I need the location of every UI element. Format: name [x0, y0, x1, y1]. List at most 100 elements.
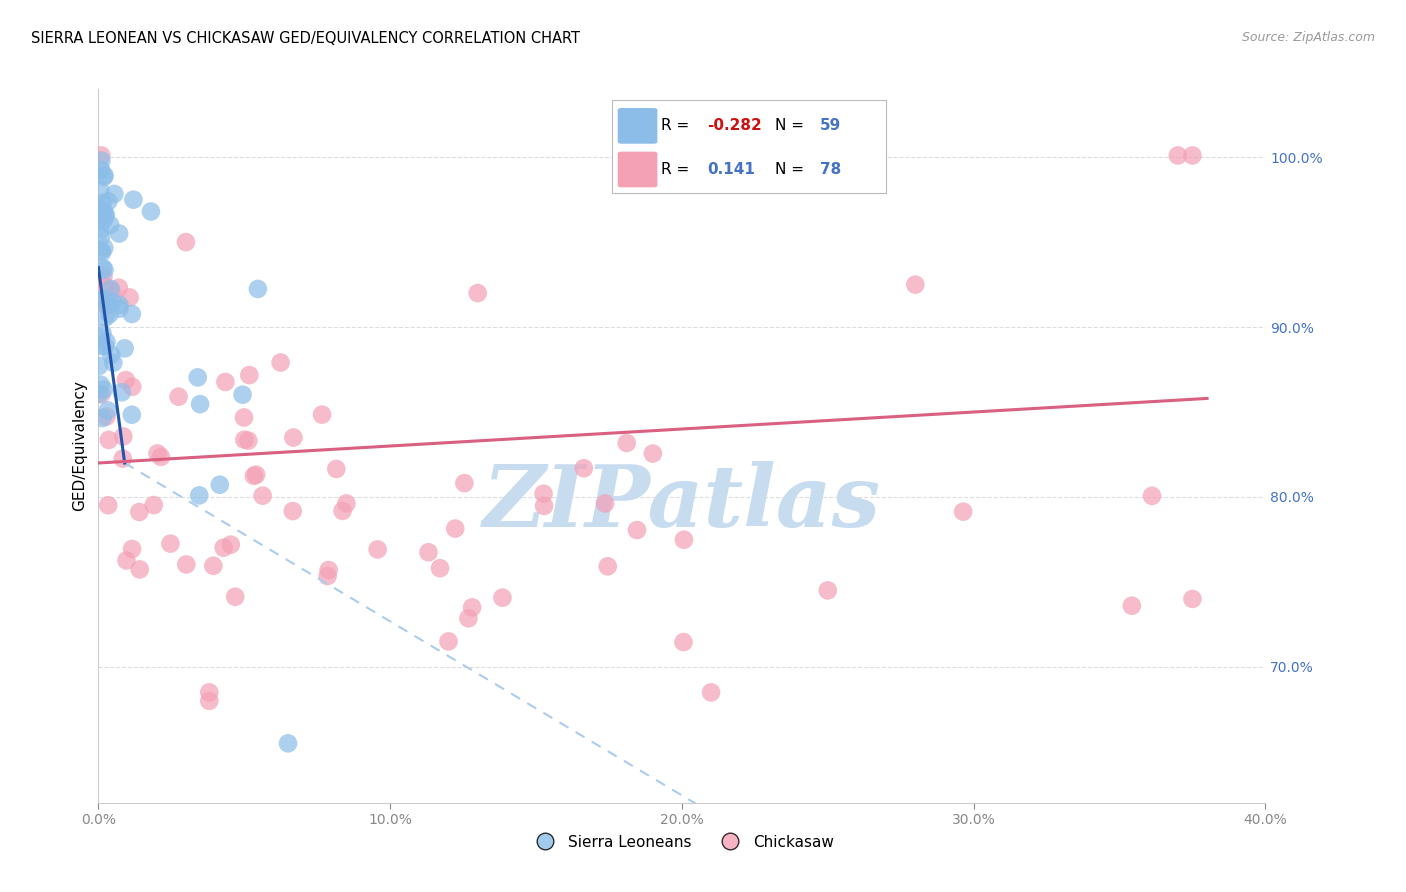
Chickasaw — [90, 148, 112, 162]
Chickasaw — [142, 498, 165, 512]
Sierra Leoneans — [97, 403, 120, 417]
Text: -0.282: -0.282 — [707, 119, 762, 134]
Sierra Leoneans — [89, 184, 111, 198]
Chickasaw — [93, 269, 115, 284]
Chickasaw — [325, 462, 347, 476]
Chickasaw — [1167, 148, 1189, 162]
Y-axis label: GED/Equivalency: GED/Equivalency — [72, 381, 87, 511]
Chickasaw — [174, 558, 197, 572]
Chickasaw — [202, 558, 225, 573]
Chickasaw — [641, 446, 664, 460]
Sierra Leoneans — [90, 229, 112, 244]
Text: Source: ZipAtlas.com: Source: ZipAtlas.com — [1241, 31, 1375, 45]
Sierra Leoneans — [87, 359, 110, 373]
Sierra Leoneans — [111, 385, 134, 400]
Chickasaw — [212, 541, 235, 555]
Chickasaw — [90, 296, 112, 310]
Sierra Leoneans — [97, 194, 120, 209]
Chickasaw — [283, 431, 305, 445]
Chickasaw — [461, 600, 484, 615]
Chickasaw — [121, 541, 143, 556]
Chickasaw — [101, 285, 124, 299]
Sierra Leoneans — [87, 330, 110, 344]
Sierra Leoneans — [91, 326, 114, 340]
Text: R =: R = — [661, 162, 695, 177]
Sierra Leoneans — [208, 477, 231, 491]
Sierra Leoneans — [97, 298, 120, 312]
Chickasaw — [94, 279, 117, 293]
Sierra Leoneans — [93, 213, 115, 227]
Chickasaw — [453, 476, 475, 491]
Chickasaw — [817, 583, 839, 598]
Chickasaw — [672, 533, 695, 547]
Sierra Leoneans — [187, 370, 209, 384]
Chickasaw — [90, 387, 112, 401]
Chickasaw — [1181, 148, 1204, 162]
Chickasaw — [491, 591, 513, 605]
Sierra Leoneans — [94, 310, 117, 325]
Chickasaw — [572, 461, 595, 475]
Chickasaw — [198, 685, 221, 699]
Sierra Leoneans — [93, 241, 115, 255]
Sierra Leoneans — [90, 294, 112, 309]
Chickasaw — [146, 446, 169, 460]
Chickasaw — [593, 496, 616, 510]
Chickasaw — [318, 563, 340, 577]
Chickasaw — [97, 498, 120, 512]
Text: 78: 78 — [820, 162, 841, 177]
Sierra Leoneans — [121, 408, 143, 422]
Chickasaw — [332, 504, 354, 518]
Sierra Leoneans — [108, 227, 131, 241]
Text: 59: 59 — [820, 119, 841, 134]
Chickasaw — [533, 486, 555, 500]
Sierra Leoneans — [93, 169, 115, 184]
Chickasaw — [149, 450, 172, 464]
Chickasaw — [904, 277, 927, 292]
Chickasaw — [112, 429, 135, 443]
Sierra Leoneans — [139, 204, 162, 219]
Sierra Leoneans — [108, 298, 131, 312]
Chickasaw — [115, 553, 138, 567]
Sierra Leoneans — [91, 260, 114, 275]
Chickasaw — [533, 499, 555, 513]
Chickasaw — [111, 451, 134, 466]
Chickasaw — [97, 433, 120, 447]
Sierra Leoneans — [87, 386, 110, 401]
Text: SIERRA LEONEAN VS CHICKASAW GED/EQUIVALENCY CORRELATION CHART: SIERRA LEONEAN VS CHICKASAW GED/EQUIVALE… — [31, 31, 579, 46]
Chickasaw — [281, 504, 304, 518]
Chickasaw — [214, 375, 236, 389]
Sierra Leoneans — [93, 203, 115, 218]
Sierra Leoneans — [188, 488, 211, 502]
Chickasaw — [270, 355, 292, 369]
Sierra Leoneans — [232, 387, 254, 401]
Chickasaw — [118, 290, 141, 304]
Sierra Leoneans — [90, 339, 112, 353]
Chickasaw — [219, 538, 242, 552]
Sierra Leoneans — [89, 202, 111, 216]
Chickasaw — [233, 433, 256, 447]
Chickasaw — [596, 559, 619, 574]
Chickasaw — [437, 634, 460, 648]
Sierra Leoneans — [100, 348, 122, 362]
Chickasaw — [128, 562, 150, 576]
Chickasaw — [1181, 591, 1204, 606]
Sierra Leoneans — [121, 307, 143, 321]
Sierra Leoneans — [93, 292, 115, 306]
Legend: Sierra Leoneans, Chickasaw: Sierra Leoneans, Chickasaw — [524, 829, 839, 855]
Sierra Leoneans — [103, 186, 125, 201]
Text: R =: R = — [661, 119, 695, 134]
Sierra Leoneans — [246, 282, 269, 296]
Sierra Leoneans — [114, 342, 136, 356]
Chickasaw — [1140, 489, 1163, 503]
Chickasaw — [128, 505, 150, 519]
Chickasaw — [243, 468, 266, 483]
Chickasaw — [444, 522, 467, 536]
Chickasaw — [626, 523, 648, 537]
Chickasaw — [1121, 599, 1143, 613]
Sierra Leoneans — [94, 208, 117, 222]
Sierra Leoneans — [98, 218, 121, 232]
Chickasaw — [311, 408, 333, 422]
Sierra Leoneans — [90, 244, 112, 258]
Chickasaw — [114, 373, 136, 387]
Text: ZIPatlas: ZIPatlas — [482, 461, 882, 545]
